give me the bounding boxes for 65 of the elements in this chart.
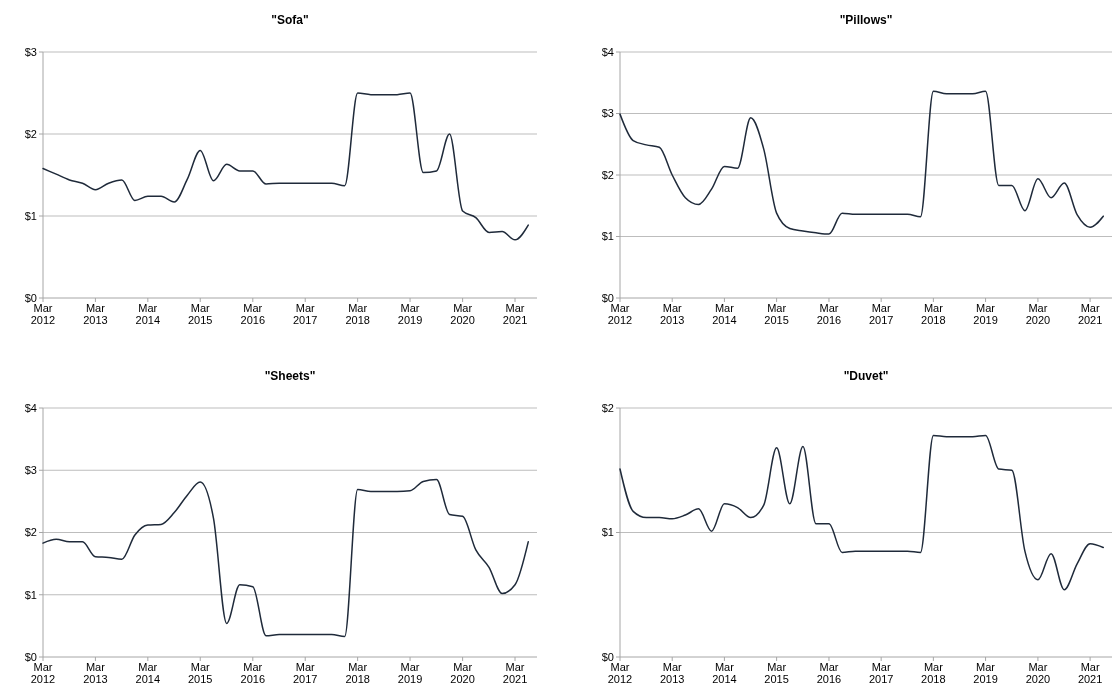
y-tick-label: $0	[24, 650, 37, 663]
y-tick-label: $2	[601, 401, 614, 414]
x-tick-label: Mar 2020	[450, 661, 475, 685]
x-tick-label: Mar 2019	[973, 302, 998, 326]
x-tick-label: Mar 2021	[1077, 661, 1103, 685]
y-tick-label: $4	[24, 401, 37, 414]
x-tick-label: Mar 2015	[188, 302, 213, 326]
x-tick-label: Mar 2021	[502, 302, 528, 326]
y-tick-label: $1	[601, 230, 614, 243]
line-series	[42, 92, 529, 241]
x-tick-label: Mar 2015	[764, 661, 789, 685]
x-tick-label: Mar 2013	[83, 661, 108, 685]
y-tick-label: $1	[601, 526, 614, 539]
x-tick-label: Mar 2020	[1025, 661, 1051, 685]
x-tick-label: Mar 2013	[659, 661, 685, 685]
x-tick-label: Mar 2021	[502, 661, 528, 685]
x-tick-label: Mar 2017	[292, 661, 318, 685]
x-tick-label: Mar 2014	[712, 302, 737, 326]
x-tick-label: Mar 2016	[240, 302, 266, 326]
x-tick-label: Mar 2015	[764, 302, 789, 326]
y-tick-label: $0	[24, 291, 37, 304]
y-tick-label: $0	[601, 650, 614, 663]
y-tick-label: $1	[24, 588, 37, 601]
x-tick-label: Mar 2019	[973, 661, 998, 685]
x-tick-label: Mar 2016	[816, 661, 842, 685]
y-tick-label: $3	[24, 464, 37, 477]
x-tick-label: Mar 2018	[345, 661, 370, 685]
chart-title: "Sheets"	[264, 369, 316, 383]
chart-title: "Duvet"	[843, 369, 889, 383]
x-tick-label: Mar 2013	[83, 302, 108, 326]
y-tick-label: $0	[601, 291, 614, 304]
chart-title: "Sofa"	[271, 13, 309, 27]
x-tick-label: Mar 2020	[450, 302, 475, 326]
x-tick-label: Mar 2012	[607, 661, 633, 685]
x-tick-label: Mar 2012	[30, 302, 56, 326]
x-tick-label: Mar 2014	[135, 661, 161, 685]
line-series	[42, 478, 529, 638]
x-tick-label: Mar 2014	[135, 302, 161, 326]
y-tick-label: $2	[24, 127, 37, 140]
x-tick-label: Mar 2018	[345, 302, 370, 326]
y-tick-label: $1	[24, 209, 37, 222]
x-tick-label: Mar 2017	[868, 661, 894, 685]
y-tick-label: $3	[601, 107, 614, 120]
x-tick-label: Mar 2017	[868, 302, 894, 326]
x-tick-label: Mar 2016	[816, 302, 842, 326]
x-tick-label: Mar 2016	[240, 661, 266, 685]
x-tick-label: Mar 2019	[397, 661, 423, 685]
y-tick-label: $4	[601, 45, 614, 58]
y-tick-label: $2	[24, 526, 37, 539]
x-tick-label: Mar 2020	[1025, 302, 1051, 326]
x-tick-label: Mar 2013	[659, 302, 685, 326]
x-tick-label: Mar 2012	[30, 661, 56, 685]
x-tick-label: Mar 2014	[712, 661, 737, 685]
x-tick-label: Mar 2015	[188, 661, 213, 685]
chart-title: "Pillows"	[839, 13, 893, 27]
x-tick-label: Mar 2018	[921, 302, 946, 326]
line-series	[619, 90, 1105, 235]
x-tick-label: Mar 2017	[292, 302, 318, 326]
x-tick-label: Mar 2012	[607, 302, 633, 326]
x-tick-label: Mar 2018	[921, 661, 946, 685]
y-tick-label: $2	[601, 168, 614, 181]
x-tick-label: Mar 2021	[1077, 302, 1103, 326]
y-tick-label: $3	[24, 45, 37, 58]
line-series	[619, 434, 1105, 591]
x-tick-label: Mar 2019	[397, 302, 423, 326]
